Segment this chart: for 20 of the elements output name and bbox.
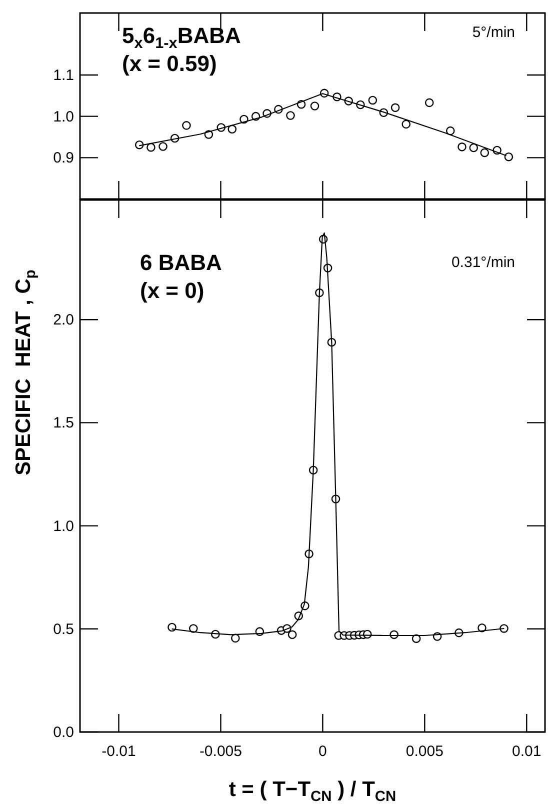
y-tick-label: 1.0 [53,518,74,535]
y-tick-label: 1.1 [53,67,74,84]
y-tick-label: 0.0 [53,724,74,741]
annotation: (x = 0) [140,278,204,303]
x-tick-label: 0.005 [406,743,444,760]
annotation: 5°/min [472,24,515,41]
annotation: (x = 0.59) [122,51,217,76]
annotation: 5$_{x}$6$_{1-x}$BABA [122,23,241,52]
y-tick-label: 1.5 [53,414,74,432]
y-tick-label: 0.5 [53,620,74,638]
y-tick-label: 1.0 [53,108,74,126]
x-axis-title: t = ( T−T$_{CN}$ ) / T$_{CN}$ [228,778,396,804]
annotation: 6 BABA [140,250,222,275]
x-tick-label: 0 [318,743,327,760]
x-tick-label: -0.005 [199,743,242,760]
annotation: 0.31°/min [451,254,515,271]
x-tick-label: 0.01 [512,743,542,760]
y-tick-label: 0.9 [53,150,74,167]
y-tick-label: 2.0 [53,312,74,329]
x-tick-label: -0.01 [102,743,136,760]
